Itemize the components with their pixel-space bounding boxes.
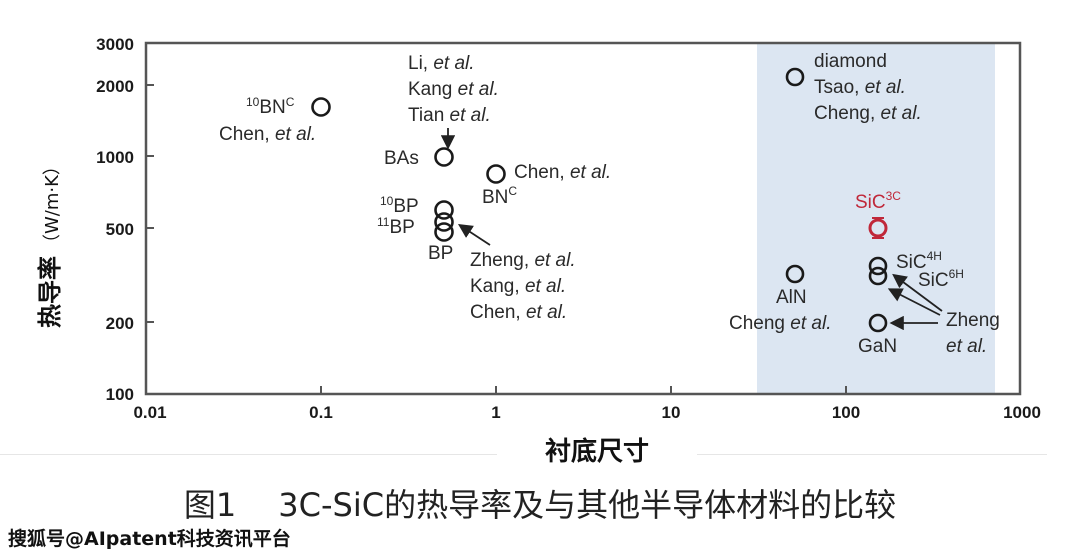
y-tick-100: 100 bbox=[106, 385, 134, 404]
watermark: 搜狐号@AIpatent科技资讯平台 bbox=[8, 528, 291, 550]
label-diamond: diamond bbox=[814, 51, 887, 72]
marker-sic3c bbox=[868, 217, 888, 239]
marker-gan bbox=[868, 313, 888, 333]
y-tick-500: 500 bbox=[106, 220, 134, 239]
marker-diamond bbox=[785, 67, 805, 87]
x-tick-1000: 1000 bbox=[1003, 403, 1041, 422]
ref-zheng-etal: et al. bbox=[946, 336, 987, 357]
figure-caption-text: 3C-SiC的热导率及与其他半导体材料的比较 bbox=[278, 486, 897, 524]
ref-bas-kang: Kang et al. bbox=[408, 79, 499, 100]
y-tick-labels: 3000 2000 1000 500 200 100 bbox=[96, 35, 134, 404]
marker-bnc bbox=[486, 164, 506, 184]
x-tick-1: 1 bbox=[491, 403, 500, 422]
plot-frame bbox=[144, 41, 1022, 396]
x-tick-10: 10 bbox=[662, 403, 681, 422]
data-markers bbox=[311, 67, 888, 333]
marker-sic6h bbox=[868, 266, 888, 286]
label-aln: AlN bbox=[776, 287, 807, 308]
x-tick-0.01: 0.01 bbox=[133, 403, 166, 422]
ref-diamond-tsao: Tsao, et al. bbox=[814, 77, 906, 98]
x-tick-0.1: 0.1 bbox=[309, 403, 333, 422]
x-axis-label: 衬底尺寸 bbox=[497, 432, 697, 472]
ref-10bnc: Chen, et al. bbox=[219, 124, 316, 145]
svg-text:热导率（W/m·K）: 热导率（W/m·K） bbox=[36, 157, 64, 328]
arrow-bp bbox=[457, 224, 491, 246]
y-tick-3000: 3000 bbox=[96, 35, 134, 54]
arrow-sic6h bbox=[887, 288, 941, 316]
marker-aln bbox=[785, 264, 805, 284]
label-sic4h: SiC4H bbox=[896, 249, 942, 273]
label-sic6h: SiC6H bbox=[918, 267, 964, 291]
scatter-chart: 3000 2000 1000 500 200 100 0.01 0.1 1 10… bbox=[96, 35, 1041, 422]
label-bas: BAs bbox=[384, 148, 419, 169]
label-bnc: BNC bbox=[482, 184, 517, 208]
ref-bp-chen: Chen, et al. bbox=[470, 302, 567, 323]
marker-10bnc bbox=[311, 97, 331, 117]
divider-right bbox=[697, 454, 1047, 455]
y-tick-200: 200 bbox=[106, 314, 134, 333]
ref-bas-tian: Tian et al. bbox=[408, 105, 491, 126]
y-tick-2000: 2000 bbox=[96, 77, 134, 96]
y-tick-1000: 1000 bbox=[96, 148, 134, 167]
marker-11bp bbox=[434, 212, 454, 232]
label-bp: BP bbox=[428, 243, 453, 264]
marker-bas bbox=[434, 147, 454, 167]
annotation-arrows bbox=[440, 128, 943, 331]
ref-bas-li: Li, et al. bbox=[408, 53, 475, 74]
y-axis-label: 热导率（W/m·K） bbox=[36, 157, 64, 328]
label-11bp: 11BP bbox=[377, 215, 415, 238]
ref-zheng: Zheng bbox=[946, 310, 1000, 331]
marker-sic4h bbox=[868, 256, 888, 276]
x-axis bbox=[320, 386, 847, 394]
x-tick-100: 100 bbox=[832, 403, 860, 422]
ref-bp-zheng: Zheng, et al. bbox=[470, 250, 576, 271]
arrow-sic4h bbox=[892, 273, 943, 312]
ref-bp-kang: Kang, et al. bbox=[470, 276, 566, 297]
marker-bp bbox=[434, 222, 454, 242]
label-10bnc: 10BNC bbox=[246, 95, 295, 118]
x-tick-labels: 0.01 0.1 1 10 100 1000 bbox=[133, 403, 1040, 422]
ref-aln: Cheng et al. bbox=[729, 313, 831, 334]
divider-left bbox=[0, 454, 497, 455]
label-sic3c: SiC3C bbox=[855, 189, 901, 213]
label-gan: GaN bbox=[858, 336, 897, 357]
figure-caption: 图1 3C-SiC的热导率及与其他半导体材料的比较 bbox=[0, 480, 1080, 526]
ref-bnc: Chen, et al. bbox=[514, 162, 611, 183]
y-axis bbox=[146, 84, 154, 323]
figure-number: 图1 bbox=[183, 486, 237, 524]
marker-10bp bbox=[434, 200, 454, 220]
ref-diamond-cheng: Cheng, et al. bbox=[814, 103, 922, 124]
annotations: 10BNC Chen, et al. Li, et al. Kang et al… bbox=[219, 51, 1000, 357]
label-10bp: 10BP bbox=[380, 194, 419, 217]
